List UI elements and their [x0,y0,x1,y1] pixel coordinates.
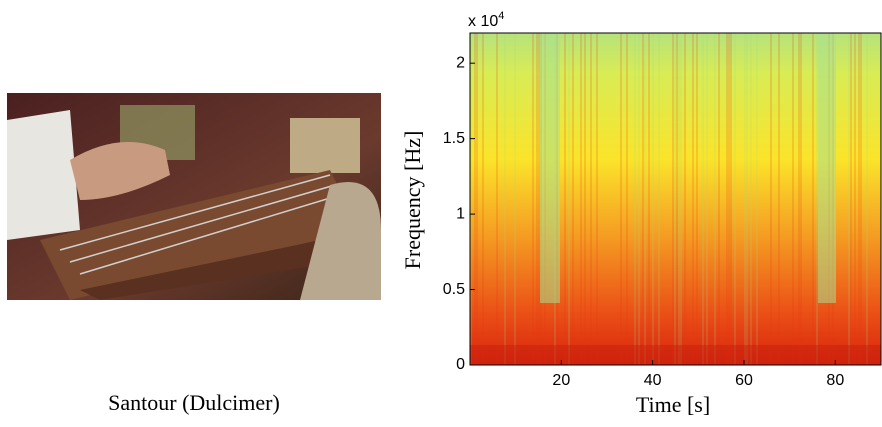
texture [672,33,674,365]
texture [496,33,498,365]
texture [728,33,730,365]
photo-caption: Santour (Dulcimer) [108,390,280,415]
texture [812,33,814,365]
texture [730,33,732,365]
texture [770,33,772,365]
texture [680,33,682,365]
texture [584,33,586,365]
texture [572,33,574,365]
x-tick-label: 60 [735,372,753,389]
texture [744,33,746,365]
texture [634,33,636,365]
texture [590,33,592,365]
texture [470,33,472,365]
texture [470,345,881,365]
texture [798,33,800,365]
spectrogram [470,33,881,365]
y-tick-label: 0.5 [443,281,465,298]
texture [568,33,570,365]
texture [816,33,818,365]
y-tick-label: 1 [456,205,465,222]
y-tick-label: 2 [456,54,465,71]
texture [532,33,534,365]
texture [746,33,748,365]
texture [620,33,622,365]
texture [850,33,852,365]
texture [504,33,506,365]
texture [642,33,644,365]
texture [756,33,758,365]
texture [866,33,868,365]
texture [638,33,640,365]
texture [854,33,856,365]
texture [678,33,680,365]
texture [696,33,698,365]
texture [778,33,780,365]
texture [476,33,478,365]
texture [536,33,538,365]
texture [792,33,794,365]
texture [706,33,708,365]
plot-frame [469,32,882,366]
texture [818,33,836,303]
texture [858,33,860,365]
x-tick-label: 20 [552,372,570,389]
texture [860,33,862,365]
texture [564,33,566,365]
texture [648,33,650,365]
texture [626,33,628,365]
texture [596,33,598,365]
y-multiplier: x 104 [468,10,504,30]
texture [652,33,654,365]
texture [676,33,678,365]
texture [482,33,484,365]
texture [684,33,686,365]
texture [800,33,802,365]
y-axis-label: Frequency [Hz] [400,131,425,270]
texture [718,33,720,365]
texture [580,33,582,365]
texture [540,33,560,303]
y-tick-label: 0 [456,356,465,373]
x-tick-label: 40 [644,372,662,389]
texture [658,33,660,365]
y-tick-label: 1.5 [443,130,465,147]
texture [514,33,516,365]
texture [644,33,646,365]
texture [726,33,728,365]
texture [692,33,694,365]
x-axis-label: Time [s] [636,392,710,417]
texture [848,33,850,365]
texture [714,33,716,365]
texture [538,33,540,365]
texture [750,33,752,365]
texture [702,33,704,365]
photo [7,93,381,300]
texture [674,33,676,365]
texture [734,33,736,365]
texture [474,33,476,365]
x-tick-label: 80 [826,372,844,389]
